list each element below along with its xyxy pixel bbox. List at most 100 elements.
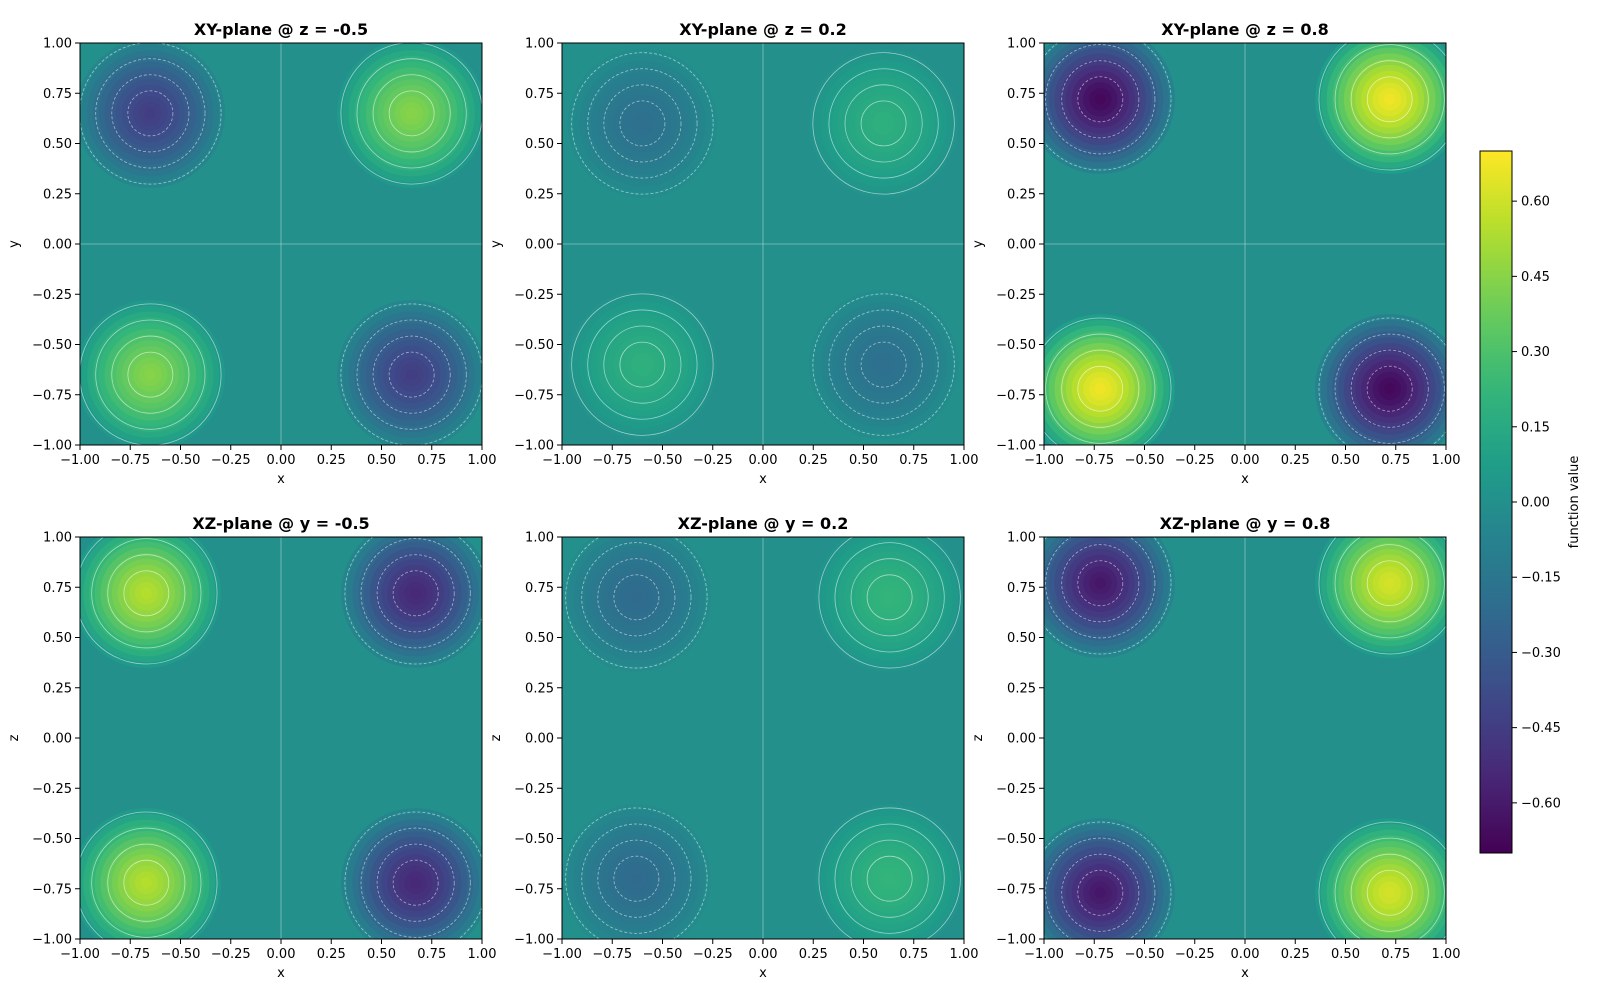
contour-line (80, 537, 218, 665)
filled-contour (1384, 93, 1396, 105)
y-axis-label: z (971, 734, 986, 741)
panel-1: −1.00−1.00 −0.75 −0.75 −0.50 −0.50 −0.25 −0.25… (7, 20, 496, 487)
y-tick-label: 0.50 (525, 137, 554, 152)
y-tick-label: 1.00 (1007, 37, 1036, 52)
y-tick-label: 1.00 (525, 531, 554, 546)
y-tick-label: −0.25 (514, 782, 554, 797)
x-tick-label: −1.00 (60, 947, 100, 962)
contour-line (866, 574, 913, 621)
y-tick-label: −0.25 (514, 288, 554, 303)
peak-3 (1044, 308, 1181, 445)
field (562, 43, 964, 445)
x-tick-label: 0.50 (367, 947, 396, 962)
x-tick-label: 1.00 (1432, 453, 1461, 468)
y-tick-label: −1.00 (514, 439, 554, 454)
y-axis-label: z (489, 734, 504, 741)
contour-line (619, 100, 666, 147)
contour-line (388, 351, 435, 398)
x-axis-label: x (277, 472, 285, 487)
y-tick-label: −0.50 (514, 338, 554, 353)
filled-contour (140, 877, 152, 889)
y-tick-label: 1.00 (525, 37, 554, 52)
y-tick-label: 0.25 (525, 187, 554, 202)
filled-contour (884, 591, 896, 603)
y-tick-label: 0.00 (1007, 732, 1036, 747)
y-tick-label: 1.00 (43, 37, 72, 52)
contour-line (95, 319, 206, 430)
x-tick-label: 1.00 (950, 947, 979, 962)
filled-contour (884, 873, 896, 885)
y-tick-label: 0.75 (525, 87, 554, 102)
y-tick-label: 0.25 (43, 187, 72, 202)
contour-line (828, 68, 939, 179)
x-axis-label: x (759, 966, 767, 981)
contour-line (1061, 60, 1140, 139)
y-tick-label: −1.00 (996, 933, 1036, 948)
contour-line (1318, 317, 1446, 445)
contour-line (1334, 537, 1445, 639)
filled-contour (1094, 887, 1106, 899)
contour-line (356, 58, 467, 169)
peak-4 (1309, 812, 1446, 939)
contour-line (1044, 821, 1172, 939)
contour-line (834, 823, 945, 934)
contour-line (107, 554, 186, 633)
field (80, 43, 482, 445)
filled-contour (144, 107, 156, 119)
contour-line (860, 341, 907, 388)
peak-2 (1309, 43, 1446, 180)
contour-line (123, 570, 170, 617)
colorbar-tick-label: −0.30 (1521, 646, 1561, 661)
x-tick-label: −0.25 (211, 947, 251, 962)
peak-4 (809, 798, 964, 939)
x-axis-label: x (1241, 472, 1249, 487)
x-tick-label: 0.00 (267, 947, 296, 962)
panel-4: −1.00−1.00 −0.75 −0.75 −0.50 −0.50 −0.25 −0.25… (7, 514, 496, 981)
panel-title: XZ-plane @ y = -0.5 (192, 514, 369, 533)
y-tick-label: 1.00 (43, 531, 72, 546)
colorbar: −0.60 −0.45 −0.30 −0.15 0.00 0.15 0.30 0.45 0.60… (1479, 150, 1582, 854)
contour-line (597, 558, 676, 637)
colorbar-tick-label: 0.00 (1521, 496, 1550, 511)
y-axis-label: y (971, 240, 986, 248)
filled-contour (630, 591, 642, 603)
contour-line (603, 325, 682, 404)
x-tick-label: 0.25 (317, 947, 346, 962)
x-tick-label: 0.75 (1381, 947, 1410, 962)
panel-title: XZ-plane @ y = 0.2 (678, 514, 849, 533)
x-tick-label: −0.50 (643, 453, 683, 468)
contour-line (372, 335, 451, 414)
peak-3 (562, 284, 723, 445)
x-tick-label: 0.25 (799, 453, 828, 468)
contour-line (1350, 60, 1429, 139)
y-tick-label: −0.75 (32, 882, 72, 897)
x-tick-label: 0.50 (849, 453, 878, 468)
x-tick-label: 0.25 (1281, 453, 1310, 468)
colorbar-label: function value (1567, 456, 1582, 549)
y-tick-label: 0.25 (525, 681, 554, 696)
y-tick-label: −0.25 (32, 782, 72, 797)
y-axis-label: y (7, 240, 22, 248)
x-tick-label: 0.25 (799, 947, 828, 962)
contour-line (1350, 544, 1429, 623)
y-tick-label: 1.00 (1007, 531, 1036, 546)
contour-line (107, 843, 186, 922)
contour-line (1366, 76, 1413, 123)
y-tick-label: 0.00 (43, 732, 72, 747)
filled-contour (410, 587, 422, 599)
field (80, 537, 482, 939)
filled-contour (410, 877, 422, 889)
filled-contour (877, 358, 890, 371)
contour-line (1077, 560, 1124, 607)
contour-line (597, 839, 676, 918)
contour-line (1045, 837, 1156, 939)
y-tick-label: 0.50 (1007, 631, 1036, 646)
contour-line (376, 843, 455, 922)
x-tick-label: 0.00 (267, 453, 296, 468)
y-tick-label: −0.50 (514, 832, 554, 847)
x-tick-label: −1.00 (1024, 453, 1064, 468)
contour-line (1061, 853, 1140, 932)
y-tick-label: −0.25 (996, 782, 1036, 797)
y-tick-label: −0.75 (514, 388, 554, 403)
x-tick-label: −0.50 (161, 453, 201, 468)
